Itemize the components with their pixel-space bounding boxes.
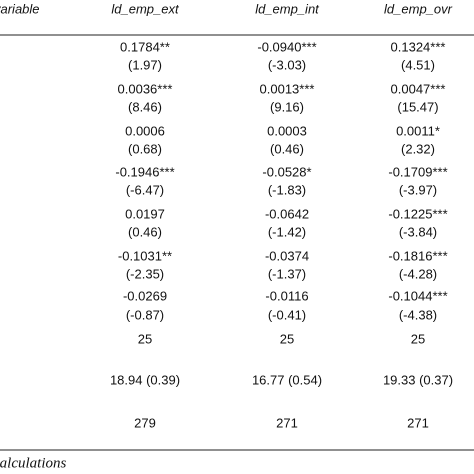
table-cell: 271: [276, 415, 298, 430]
table-cell: (-3.84): [399, 224, 437, 239]
table-cell: (8.46): [128, 99, 162, 114]
table-cell: (0.46): [128, 224, 162, 239]
table-cell: 0.1784**: [120, 39, 170, 54]
table-cell: -0.1031**: [118, 248, 172, 263]
table-cell: -0.0642: [265, 206, 309, 221]
table-cell: (-1.37): [268, 266, 306, 281]
table-cell: (-6.47): [126, 182, 164, 197]
table-cell: 279: [134, 415, 156, 430]
table-cell: (-2.35): [126, 266, 164, 281]
table-cell: 0.0003: [267, 123, 307, 138]
table-cell: (-4.38): [399, 307, 437, 322]
table-cell: (4.51): [401, 57, 435, 72]
table-cell: -0.1946***: [115, 164, 174, 179]
header-cell: variable: [0, 1, 40, 16]
header-cell: ld_emp_ext: [111, 1, 180, 16]
table-cell: -0.0116: [265, 288, 308, 303]
table-cell: 25: [280, 331, 294, 346]
table-cell: (-0.41): [268, 307, 306, 322]
table-cell: 0.0047***: [391, 81, 446, 96]
table-cell: -0.1225***: [388, 206, 447, 221]
table-cell: -0.0269: [123, 288, 167, 303]
table-cell: 19.33 (0.37): [383, 372, 453, 387]
table-cell: (2.32): [401, 141, 435, 156]
table-cell: 271: [407, 415, 429, 430]
table-cell: -0.0528*: [262, 164, 311, 179]
table-cell: (1.97): [128, 57, 162, 72]
footer-note: calculations: [0, 455, 66, 471]
table-cell: (0.68): [128, 141, 162, 156]
table-cell: -0.0940***: [257, 39, 316, 54]
table-cell: 18.94 (0.39): [110, 372, 180, 387]
table-cell: (-1.83): [268, 182, 306, 197]
table-cell: (-3.03): [268, 57, 306, 72]
table-cell: -0.1709***: [388, 164, 447, 179]
header-cell: ld_emp_ovr: [384, 1, 453, 16]
table-cell: (0.46): [270, 141, 304, 156]
table-cell: (-1.42): [268, 224, 306, 239]
table-cell: 25: [138, 331, 152, 346]
table-cell: 0.0013***: [260, 81, 315, 96]
header-cell: ld_emp_int: [255, 1, 320, 16]
table-cell: -0.0374: [265, 248, 309, 263]
table-cell: 0.0006: [125, 123, 165, 138]
table-cell: 0.0197: [125, 206, 165, 221]
table-cell: (15.47): [397, 99, 438, 114]
table-cell: (-4.28): [399, 266, 437, 281]
table-cell: -0.1816***: [388, 248, 447, 263]
table-cell: 16.77 (0.54): [252, 372, 322, 387]
table-cell: (-0.87): [126, 307, 164, 322]
table-cell: 0.1324***: [391, 39, 446, 54]
table-cell: -0.1044***: [388, 288, 447, 303]
table-cell: 0.0011*: [396, 123, 440, 138]
table-cell: (-3.97): [399, 182, 437, 197]
table-cell: 25: [411, 331, 425, 346]
table-cell: (9.16): [270, 99, 304, 114]
table-cell: 0.0036***: [118, 81, 173, 96]
